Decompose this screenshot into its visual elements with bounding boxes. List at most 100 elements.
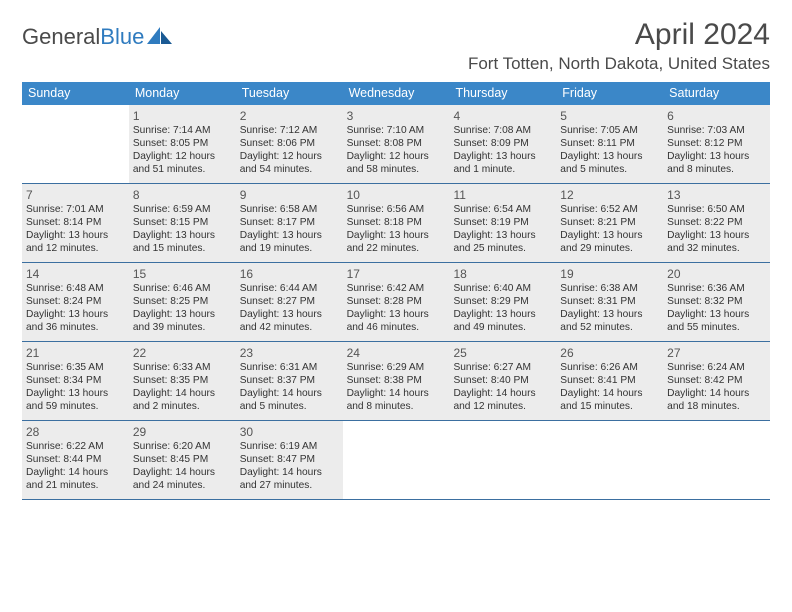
day-detail-line: and 12 minutes. [453,400,552,413]
day-cell: 13Sunrise: 6:50 AMSunset: 8:22 PMDayligh… [663,184,770,262]
day-detail-line: Daylight: 14 hours [240,387,339,400]
day-cell: 9Sunrise: 6:58 AMSunset: 8:17 PMDaylight… [236,184,343,262]
day-detail-line: Sunset: 8:32 PM [667,295,766,308]
day-number [26,107,125,124]
day-detail-line: Sunrise: 7:05 AM [560,124,659,137]
day-cell: 24Sunrise: 6:29 AMSunset: 8:38 PMDayligh… [343,342,450,420]
day-cell: 16Sunrise: 6:44 AMSunset: 8:27 PMDayligh… [236,263,343,341]
day-detail-line: and 18 minutes. [667,400,766,413]
day-cell: 21Sunrise: 6:35 AMSunset: 8:34 PMDayligh… [22,342,129,420]
weekday-header-cell: Wednesday [343,82,450,105]
day-number: 5 [560,107,659,124]
day-number: 1 [133,107,232,124]
day-number: 20 [667,265,766,282]
weekday-header-cell: Sunday [22,82,129,105]
day-detail-line: Sunset: 8:29 PM [453,295,552,308]
day-detail-line: Daylight: 13 hours [560,150,659,163]
day-cell: 11Sunrise: 6:54 AMSunset: 8:19 PMDayligh… [449,184,556,262]
day-number: 18 [453,265,552,282]
day-number: 13 [667,186,766,203]
day-number: 11 [453,186,552,203]
day-number: 10 [347,186,446,203]
day-detail-line: Sunrise: 6:26 AM [560,361,659,374]
day-detail-line: Sunrise: 6:22 AM [26,440,125,453]
day-detail-line: and 29 minutes. [560,242,659,255]
day-cell [663,421,770,499]
header: GeneralBlue April 2024 Fort Totten, Nort… [22,18,770,74]
day-detail-line: and 8 minutes. [347,400,446,413]
day-detail-line: and 54 minutes. [240,163,339,176]
weekday-header-cell: Saturday [663,82,770,105]
day-detail-line: Sunrise: 6:35 AM [26,361,125,374]
day-cell: 29Sunrise: 6:20 AMSunset: 8:45 PMDayligh… [129,421,236,499]
day-detail-line: Daylight: 13 hours [560,229,659,242]
day-number [667,423,766,440]
day-number: 17 [347,265,446,282]
day-detail-line: Daylight: 14 hours [667,387,766,400]
day-detail-line: Sunrise: 6:59 AM [133,203,232,216]
day-detail-line: Sunset: 8:34 PM [26,374,125,387]
day-cell [343,421,450,499]
day-cell: 6Sunrise: 7:03 AMSunset: 8:12 PMDaylight… [663,105,770,183]
weekday-header-cell: Tuesday [236,82,343,105]
week-row: 28Sunrise: 6:22 AMSunset: 8:44 PMDayligh… [22,421,770,500]
week-row: 1Sunrise: 7:14 AMSunset: 8:05 PMDaylight… [22,105,770,184]
day-detail-line: Daylight: 13 hours [26,387,125,400]
day-detail-line: Sunrise: 6:44 AM [240,282,339,295]
day-detail-line: Sunrise: 6:36 AM [667,282,766,295]
day-detail-line: Daylight: 13 hours [240,308,339,321]
day-number: 15 [133,265,232,282]
day-cell: 3Sunrise: 7:10 AMSunset: 8:08 PMDaylight… [343,105,450,183]
day-detail-line: and 58 minutes. [347,163,446,176]
day-number: 14 [26,265,125,282]
day-detail-line: Sunset: 8:42 PM [667,374,766,387]
day-number [347,423,446,440]
day-detail-line: Sunset: 8:17 PM [240,216,339,229]
day-detail-line: and 36 minutes. [26,321,125,334]
day-detail-line: Sunset: 8:41 PM [560,374,659,387]
day-cell [449,421,556,499]
day-detail-line: Daylight: 13 hours [560,308,659,321]
day-detail-line: Sunrise: 6:24 AM [667,361,766,374]
day-number: 8 [133,186,232,203]
day-detail-line: and 15 minutes. [560,400,659,413]
day-detail-line: and 12 minutes. [26,242,125,255]
day-number [560,423,659,440]
day-detail-line: and 1 minute. [453,163,552,176]
day-cell: 10Sunrise: 6:56 AMSunset: 8:18 PMDayligh… [343,184,450,262]
day-detail-line: and 52 minutes. [560,321,659,334]
day-detail-line: Sunset: 8:11 PM [560,137,659,150]
day-cell: 5Sunrise: 7:05 AMSunset: 8:11 PMDaylight… [556,105,663,183]
day-detail-line: and 22 minutes. [347,242,446,255]
day-cell: 20Sunrise: 6:36 AMSunset: 8:32 PMDayligh… [663,263,770,341]
day-detail-line: and 32 minutes. [667,242,766,255]
day-cell: 27Sunrise: 6:24 AMSunset: 8:42 PMDayligh… [663,342,770,420]
day-detail-line: Daylight: 13 hours [347,229,446,242]
day-cell: 22Sunrise: 6:33 AMSunset: 8:35 PMDayligh… [129,342,236,420]
day-cell: 1Sunrise: 7:14 AMSunset: 8:05 PMDaylight… [129,105,236,183]
day-detail-line: Sunset: 8:19 PM [453,216,552,229]
day-detail-line: Daylight: 13 hours [133,308,232,321]
day-cell [556,421,663,499]
day-detail-line: Sunrise: 6:56 AM [347,203,446,216]
day-detail-line: and 21 minutes. [26,479,125,492]
month-title: April 2024 [468,18,770,52]
day-detail-line: Sunrise: 6:29 AM [347,361,446,374]
day-detail-line: Sunrise: 6:19 AM [240,440,339,453]
day-detail-line: and 19 minutes. [240,242,339,255]
day-detail-line: Sunset: 8:31 PM [560,295,659,308]
day-detail-line: Daylight: 13 hours [453,229,552,242]
title-block: April 2024 Fort Totten, North Dakota, Un… [468,18,770,74]
day-detail-line: Sunrise: 6:33 AM [133,361,232,374]
day-number: 19 [560,265,659,282]
day-cell: 17Sunrise: 6:42 AMSunset: 8:28 PMDayligh… [343,263,450,341]
day-detail-line: Daylight: 14 hours [453,387,552,400]
day-cell: 26Sunrise: 6:26 AMSunset: 8:41 PMDayligh… [556,342,663,420]
location-text: Fort Totten, North Dakota, United States [468,54,770,74]
day-detail-line: Daylight: 14 hours [133,466,232,479]
day-detail-line: Daylight: 13 hours [347,308,446,321]
day-detail-line: Sunrise: 6:46 AM [133,282,232,295]
day-detail-line: and 59 minutes. [26,400,125,413]
day-detail-line: Sunset: 8:24 PM [26,295,125,308]
day-detail-line: Sunset: 8:45 PM [133,453,232,466]
